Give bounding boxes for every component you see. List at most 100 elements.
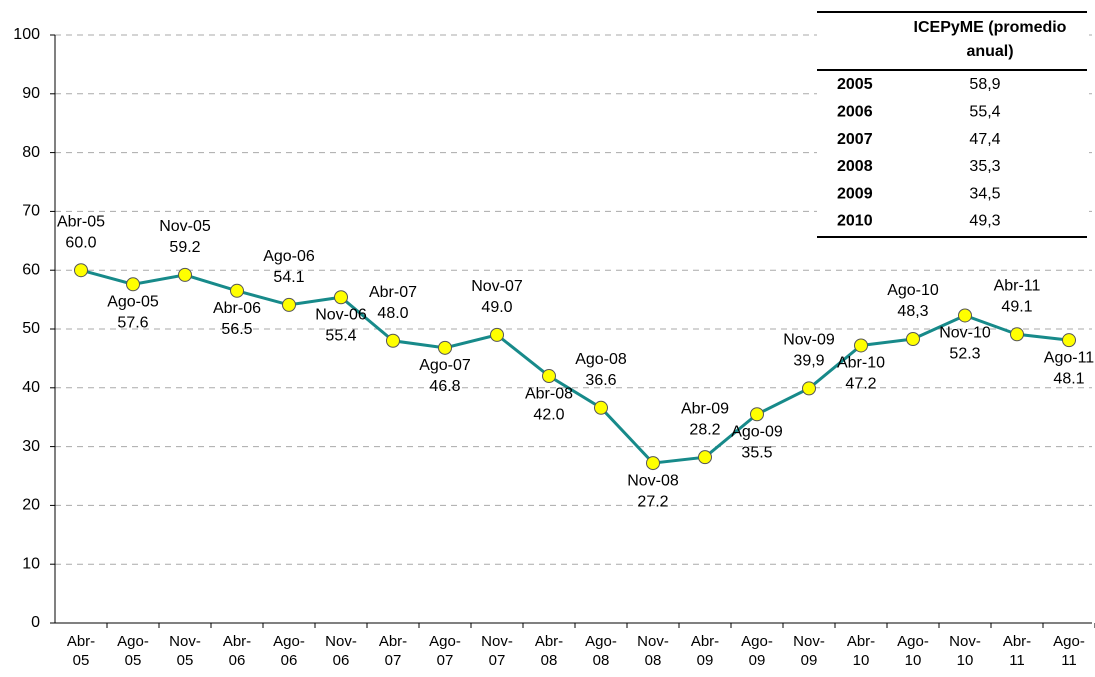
x-tick-label: Ago-11	[1053, 633, 1085, 669]
point-category-label: Nov-08	[627, 472, 679, 489]
point-category-label: Abr-08	[525, 385, 573, 402]
y-tick-label: 90	[22, 85, 40, 102]
x-tick-label: Abr-09	[690, 633, 720, 669]
marker	[126, 277, 140, 292]
value-label: 49.1	[1001, 299, 1032, 316]
x-tick-label: Nov-08	[637, 633, 669, 669]
point-category-label: Abr-09	[681, 400, 729, 417]
marker	[74, 263, 88, 278]
x-tick-label: Nov-07	[481, 633, 513, 669]
x-tick-label: Nov-09	[793, 633, 825, 669]
table-year: 2009	[837, 185, 873, 202]
x-tick-label: Ago-07	[429, 633, 461, 669]
marker	[1062, 333, 1076, 348]
value-label: 39,9	[793, 353, 824, 370]
point-category-label: Nov-10	[939, 325, 991, 342]
marker	[750, 407, 764, 422]
table-value: 34,5	[969, 185, 1000, 202]
point-category-label: Ago-09	[731, 423, 783, 440]
marker	[542, 369, 556, 384]
marker	[438, 340, 452, 355]
x-tick-label: Nov-06	[325, 633, 357, 669]
table-value: 49,3	[969, 213, 1000, 230]
point-category-label: Abr-06	[213, 300, 261, 317]
marker	[646, 456, 660, 471]
table-header: ICEPyME (promedio anual)	[913, 19, 1067, 60]
point-category-label: Nov-09	[783, 332, 835, 349]
point-category-label: Ago-10	[887, 282, 939, 299]
table-value: 58,9	[969, 76, 1000, 93]
value-label: 56.5	[221, 321, 252, 338]
table-year: 2007	[837, 131, 873, 148]
x-tick-label: Ago-09	[741, 633, 773, 669]
table-value: 55,4	[969, 104, 1000, 121]
value-label: 27.2	[637, 493, 668, 510]
marker	[386, 333, 400, 348]
table-year: 2005	[837, 76, 873, 93]
marker	[230, 283, 244, 298]
y-tick-label: 80	[22, 144, 40, 161]
value-label: 49.0	[481, 299, 512, 316]
x-tick-label: Abr-11	[1002, 633, 1032, 669]
marker	[958, 308, 972, 323]
table-year: 2006	[837, 104, 873, 121]
y-tick-label: 40	[22, 379, 40, 396]
x-tick-label: Ago-08	[585, 633, 617, 669]
x-tick-label: Ago-06	[273, 633, 305, 669]
y-tick-label: 100	[13, 26, 40, 43]
point-category-label: Ago-06	[263, 248, 315, 265]
value-label: 55.4	[325, 327, 356, 344]
point-category-label: Ago-11	[1044, 349, 1095, 366]
point-category-label: Abr-11	[994, 278, 1041, 295]
y-tick-label: 50	[22, 320, 40, 337]
marker	[854, 338, 868, 353]
y-tick-label: 10	[22, 555, 40, 572]
y-tick-label: 20	[22, 497, 40, 514]
value-label: 46.8	[429, 378, 460, 395]
point-category-label: Abr-05	[57, 213, 105, 230]
x-tick-label: Nov-05	[169, 633, 201, 669]
value-label: 36.6	[585, 372, 616, 389]
x-tick-label: Ago-05	[117, 633, 149, 669]
x-tick-label: Abr-10	[846, 633, 876, 669]
marker	[802, 381, 816, 396]
point-category-label: Abr-10	[837, 355, 885, 372]
point-category-label: Nov-05	[159, 218, 211, 235]
marker	[178, 267, 192, 282]
value-label: 59.2	[169, 239, 200, 256]
line	[80, 268, 1070, 465]
x-tick-label: Ago-10	[897, 633, 929, 669]
table-value: 47,4	[969, 131, 1000, 148]
y-tick-label: 0	[31, 614, 40, 631]
value-label: 57.6	[117, 315, 148, 332]
table-year: 2010	[837, 213, 873, 230]
marker	[334, 290, 348, 305]
value-label: 48.0	[377, 305, 408, 322]
marker	[282, 297, 296, 312]
value-label: 54.1	[273, 269, 304, 286]
x-tick-label: Nov-10	[949, 633, 981, 669]
marker	[698, 450, 712, 465]
y-tick-label: 30	[22, 438, 40, 455]
marker	[490, 327, 504, 342]
point-category-label: Nov-07	[471, 278, 523, 295]
x-tick-label: Abr-06	[222, 633, 252, 669]
point-category-label: Ago-07	[419, 357, 471, 374]
point-category-label: Ago-08	[575, 351, 627, 368]
point-category-label: Abr-07	[369, 284, 417, 301]
marker	[594, 400, 608, 415]
table-bg	[817, 12, 1087, 237]
y-tick-label: 60	[22, 261, 40, 278]
value-label: 60.0	[65, 234, 96, 251]
y-tick-label: 70	[22, 203, 40, 220]
x-tick-label: Abr-07	[378, 633, 408, 669]
value-label: 52.3	[949, 346, 980, 363]
value-label: 42.0	[533, 406, 564, 423]
marker	[1010, 327, 1024, 342]
value-label: 48,3	[897, 303, 928, 320]
table-year: 2008	[837, 158, 873, 175]
point-category-label: Ago-05	[107, 294, 159, 311]
x-tick-label: Abr-08	[534, 633, 564, 669]
